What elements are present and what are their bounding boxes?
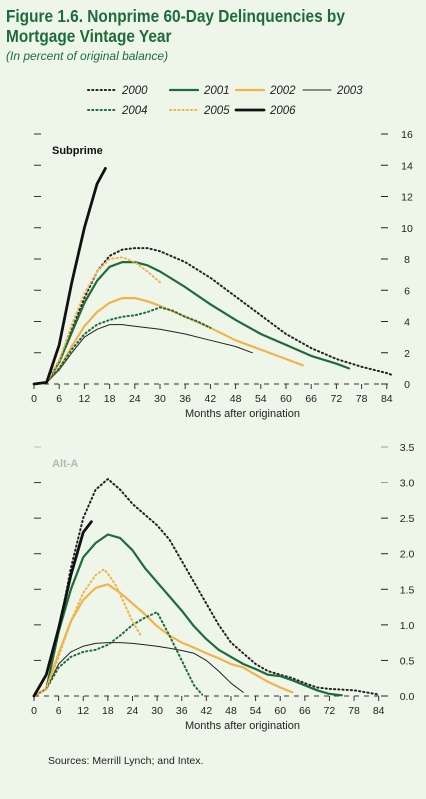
series-2006-line (32, 520, 93, 698)
x-tick-label: 54 (250, 705, 262, 717)
y-tick-label: 14 (401, 160, 413, 172)
legend-label-2005: 2005 (203, 105, 230, 117)
y-tick-label: 10 (401, 223, 413, 235)
x-tick-label: 78 (356, 393, 368, 405)
y-tick-label: 12 (401, 192, 413, 204)
y-tick-label: 2 (404, 348, 410, 360)
x-tick-label: 72 (331, 393, 343, 405)
panel-label: Alt-A (52, 458, 78, 470)
x-tick-label: 84 (381, 393, 393, 405)
legend: 2000 2001 2002 2003 2004 2005 2006 (87, 85, 363, 117)
x-tick-label: 12 (79, 393, 91, 405)
legend-label-2004: 2004 (121, 105, 148, 117)
x-tick-label: 36 (176, 705, 188, 717)
series-2004-line (33, 306, 212, 385)
figure-title: Figure 1.6. Nonprime 60-Day Delinquencie… (6, 6, 372, 46)
x-tick-label: 12 (77, 705, 89, 717)
series-2002-line (32, 297, 304, 386)
series-2004-line (33, 611, 204, 697)
x-tick-label: 0 (31, 393, 37, 405)
source-note: Sources: Merrill Lynch; and Intex. (48, 755, 204, 767)
x-tick-label: 24 (127, 705, 139, 717)
legend-label-2001: 2001 (203, 85, 230, 97)
legend-label-2002: 2002 (269, 85, 296, 97)
y-tick-label: 2.0 (400, 549, 415, 561)
y-tick-label: 1.0 (400, 620, 415, 632)
series-2005-line (33, 568, 142, 697)
x-axis-title: Months after origination (185, 720, 300, 732)
y-tick-label: 0 (404, 379, 410, 391)
series-2003-line (33, 324, 253, 385)
y-tick-label: 4 (404, 317, 410, 329)
y-tick-label: 0.0 (400, 691, 415, 703)
figure-title-line2: Mortgage Vintage Year (6, 26, 172, 46)
series-2000-line (33, 247, 392, 385)
series-2003-line (33, 642, 244, 697)
x-tick-label: 60 (280, 393, 292, 405)
x-tick-label: 42 (205, 393, 217, 405)
y-tick-label: 6 (404, 285, 410, 297)
x-tick-label: 72 (324, 705, 336, 717)
x-tick-label: 6 (56, 393, 62, 405)
x-tick-label: 18 (102, 705, 114, 717)
figure-title-line1: Figure 1.6. Nonprime 60-Day Delinquencie… (6, 6, 345, 26)
x-tick-label: 66 (305, 393, 317, 405)
series-2005-line (33, 256, 161, 385)
x-tick-label: 36 (179, 393, 191, 405)
x-tick-label: 66 (299, 705, 311, 717)
figure-subtitle: (In percent of original balance) (6, 49, 169, 63)
legend-label-2006: 2006 (269, 105, 296, 117)
x-tick-label: 84 (373, 705, 385, 717)
y-tick-label: 2.5 (400, 513, 415, 525)
y-tick-label: 0.5 (400, 655, 415, 667)
legend-label-2003: 2003 (336, 85, 363, 97)
series-2006-line (32, 167, 107, 386)
x-tick-label: 78 (348, 705, 360, 717)
x-tick-label: 42 (201, 705, 213, 717)
x-tick-label: 30 (154, 393, 166, 405)
x-tick-label: 0 (31, 705, 37, 717)
series-2001-line (32, 261, 351, 386)
panel-label: Subprime (52, 145, 103, 157)
x-tick-label: 24 (129, 393, 141, 405)
x-tick-label: 30 (151, 705, 163, 717)
series-2001-line (32, 533, 343, 698)
x-tick-label: 60 (274, 705, 286, 717)
x-tick-label: 54 (255, 393, 267, 405)
x-tick-label: 48 (230, 393, 242, 405)
x-tick-label: 48 (225, 705, 237, 717)
x-tick-label: 6 (56, 705, 62, 717)
series-2000-line (33, 478, 380, 697)
series-2002-line (32, 583, 294, 698)
y-tick-label: 16 (401, 129, 413, 141)
alt-a-panel: 0.0 0.5 1.0 1.5 2.0 2.5 3.0 3.5 0 6 12 18 24 30 36 42 48… (31, 442, 414, 732)
x-tick-label: 18 (104, 393, 116, 405)
x-axis-title: Months after origination (185, 408, 300, 420)
y-tick-label: 1.5 (400, 584, 415, 596)
y-tick-label: 3.0 (400, 478, 415, 490)
y-tick-label: 3.5 (400, 442, 415, 454)
y-tick-label: 8 (404, 254, 410, 266)
legend-label-2000: 2000 (121, 85, 148, 97)
